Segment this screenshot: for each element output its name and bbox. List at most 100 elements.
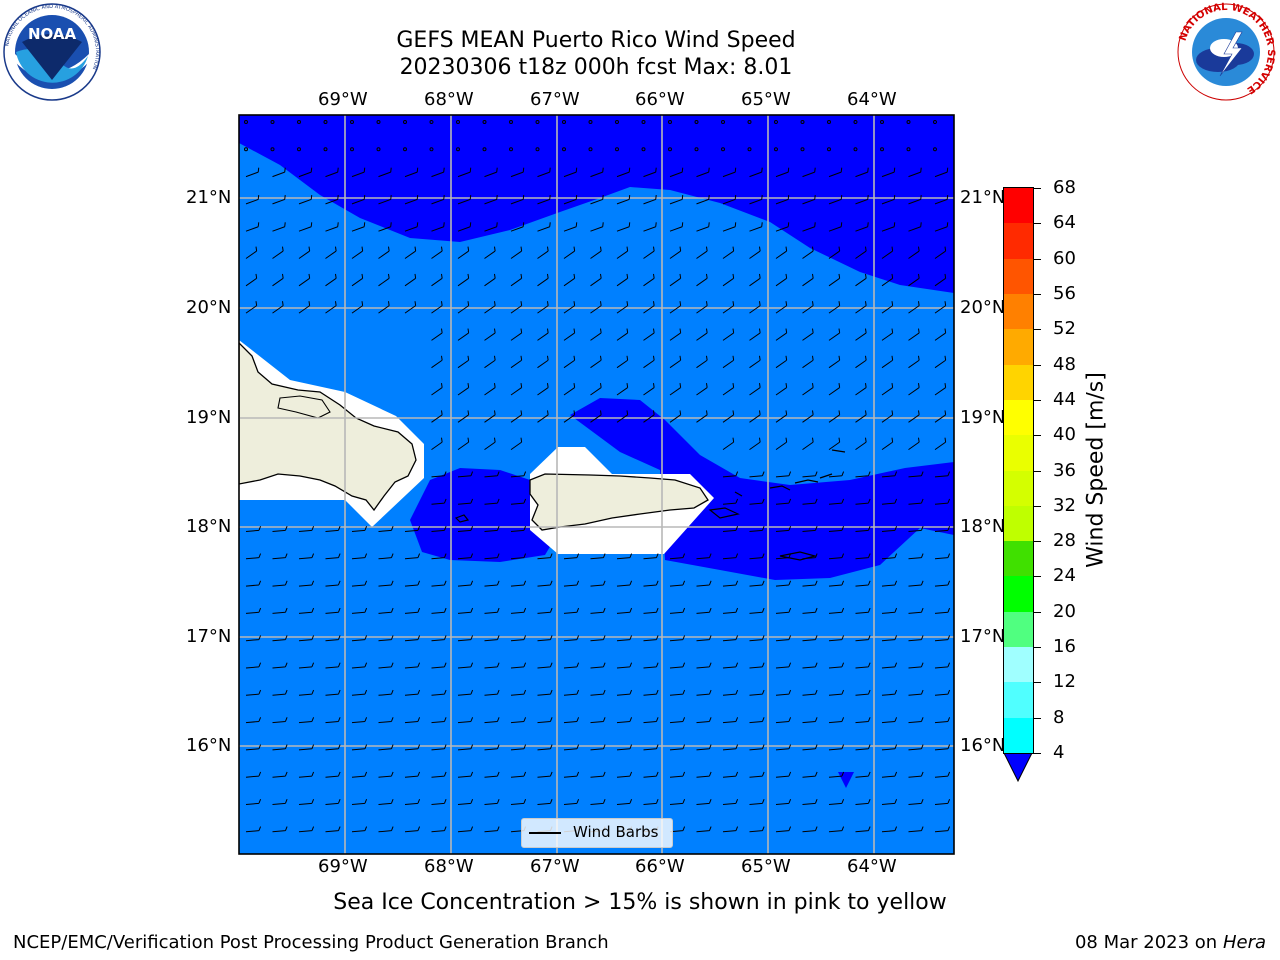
wind-barb	[855, 471, 871, 478]
wind-barb	[721, 120, 726, 124]
wind-barb	[378, 635, 394, 642]
wind-barb	[456, 147, 461, 152]
legend-line-swatch	[529, 832, 561, 834]
wind-barb	[855, 526, 871, 532]
wind-barb	[696, 194, 710, 205]
wind-barb	[696, 328, 708, 341]
wind-barb	[272, 301, 284, 314]
wind-barb	[616, 194, 631, 205]
wind-barb	[908, 301, 920, 314]
wind-barb	[880, 120, 885, 124]
wind-barb	[272, 662, 288, 669]
colorbar-tick-label: 32	[1053, 494, 1076, 516]
wind-barb	[457, 437, 470, 451]
wind-barb	[429, 147, 434, 152]
wind-barb	[669, 328, 682, 341]
lat-label-left: 17°N	[186, 626, 232, 647]
wind-barb	[749, 498, 765, 505]
wind-barb	[457, 471, 474, 478]
wind-barb	[404, 662, 421, 669]
wind-barb	[722, 607, 739, 614]
wind-barb	[696, 717, 712, 724]
wind-barb	[749, 744, 765, 751]
wind-barb	[510, 222, 525, 232]
wind-barb	[881, 744, 898, 751]
wind-barb	[828, 167, 843, 178]
mona-island-outline	[454, 514, 470, 523]
wind-barb	[404, 167, 419, 178]
wind-barb	[722, 580, 739, 587]
wind-barb	[457, 526, 474, 532]
wind-barb	[696, 553, 712, 560]
wind-barb	[881, 328, 894, 341]
wind-barb	[616, 246, 629, 259]
wind-barb	[325, 662, 341, 669]
wind-barb	[562, 120, 567, 124]
wind-barb	[749, 662, 765, 669]
wind-barb	[404, 635, 421, 642]
wind-barb	[431, 662, 447, 669]
wind-barb	[484, 328, 496, 341]
wind-barb	[881, 355, 894, 369]
wind-barb	[325, 689, 341, 696]
wind-barb	[510, 194, 525, 205]
wind-barb	[881, 498, 898, 505]
wind-barb	[881, 826, 898, 833]
wind-barb	[828, 771, 845, 778]
colorbar-tick-mark	[1033, 329, 1041, 331]
wind-barb	[537, 301, 549, 314]
wind-barb	[431, 498, 447, 505]
wind-barb	[828, 328, 841, 341]
wind-barb	[325, 607, 341, 614]
wind-barb	[775, 273, 788, 287]
wind-barb	[537, 744, 553, 751]
wind-barb	[908, 799, 924, 805]
wind-barb	[668, 147, 673, 152]
wind-barb	[828, 744, 845, 751]
wind-barb	[908, 580, 924, 587]
wind-barb	[563, 553, 580, 560]
wind-barb	[933, 147, 938, 152]
wind-barb	[908, 273, 920, 287]
wind-barb	[908, 383, 920, 396]
wind-barb	[350, 147, 355, 152]
wind-barb	[696, 607, 712, 614]
wind-barb	[802, 410, 814, 423]
wind-barb	[325, 301, 337, 314]
wind-barb	[749, 526, 765, 532]
colorbar-tick-label: 16	[1053, 636, 1076, 658]
wind-barb	[775, 222, 790, 232]
wind-barb	[590, 662, 606, 669]
wind-barb	[775, 689, 792, 696]
wind-barb	[404, 526, 421, 532]
wind-barb	[484, 580, 500, 587]
wind-barb	[270, 120, 275, 124]
wind-barb	[404, 689, 421, 696]
colorbar-tick-label: 12	[1053, 671, 1076, 693]
wind-barb	[325, 553, 341, 560]
wind-barb	[351, 744, 368, 751]
lat-label-right: 20°N	[960, 297, 1006, 318]
wind-barb	[457, 328, 470, 341]
wind-barb	[457, 383, 470, 396]
wind-barb	[244, 120, 249, 124]
wind-barb	[272, 689, 288, 696]
wind-barb	[510, 273, 523, 287]
wind-barb	[855, 799, 871, 805]
wind-barb	[749, 355, 761, 369]
wind-barb	[245, 167, 260, 178]
wind-barb	[510, 662, 527, 669]
wind-barb	[590, 301, 602, 314]
wind-barb	[272, 167, 286, 178]
wind-barb	[245, 580, 262, 587]
wind-barb	[828, 273, 841, 287]
colorbar-tick-label: 48	[1053, 353, 1076, 375]
wind-barb	[722, 498, 739, 505]
wind-barb	[802, 799, 818, 805]
wind-barb	[298, 580, 315, 587]
wind-barb	[934, 471, 951, 478]
wind-barb	[722, 194, 737, 205]
wind-barb	[298, 222, 313, 232]
colorbar-band	[1004, 364, 1033, 401]
wind-barb	[351, 607, 368, 614]
